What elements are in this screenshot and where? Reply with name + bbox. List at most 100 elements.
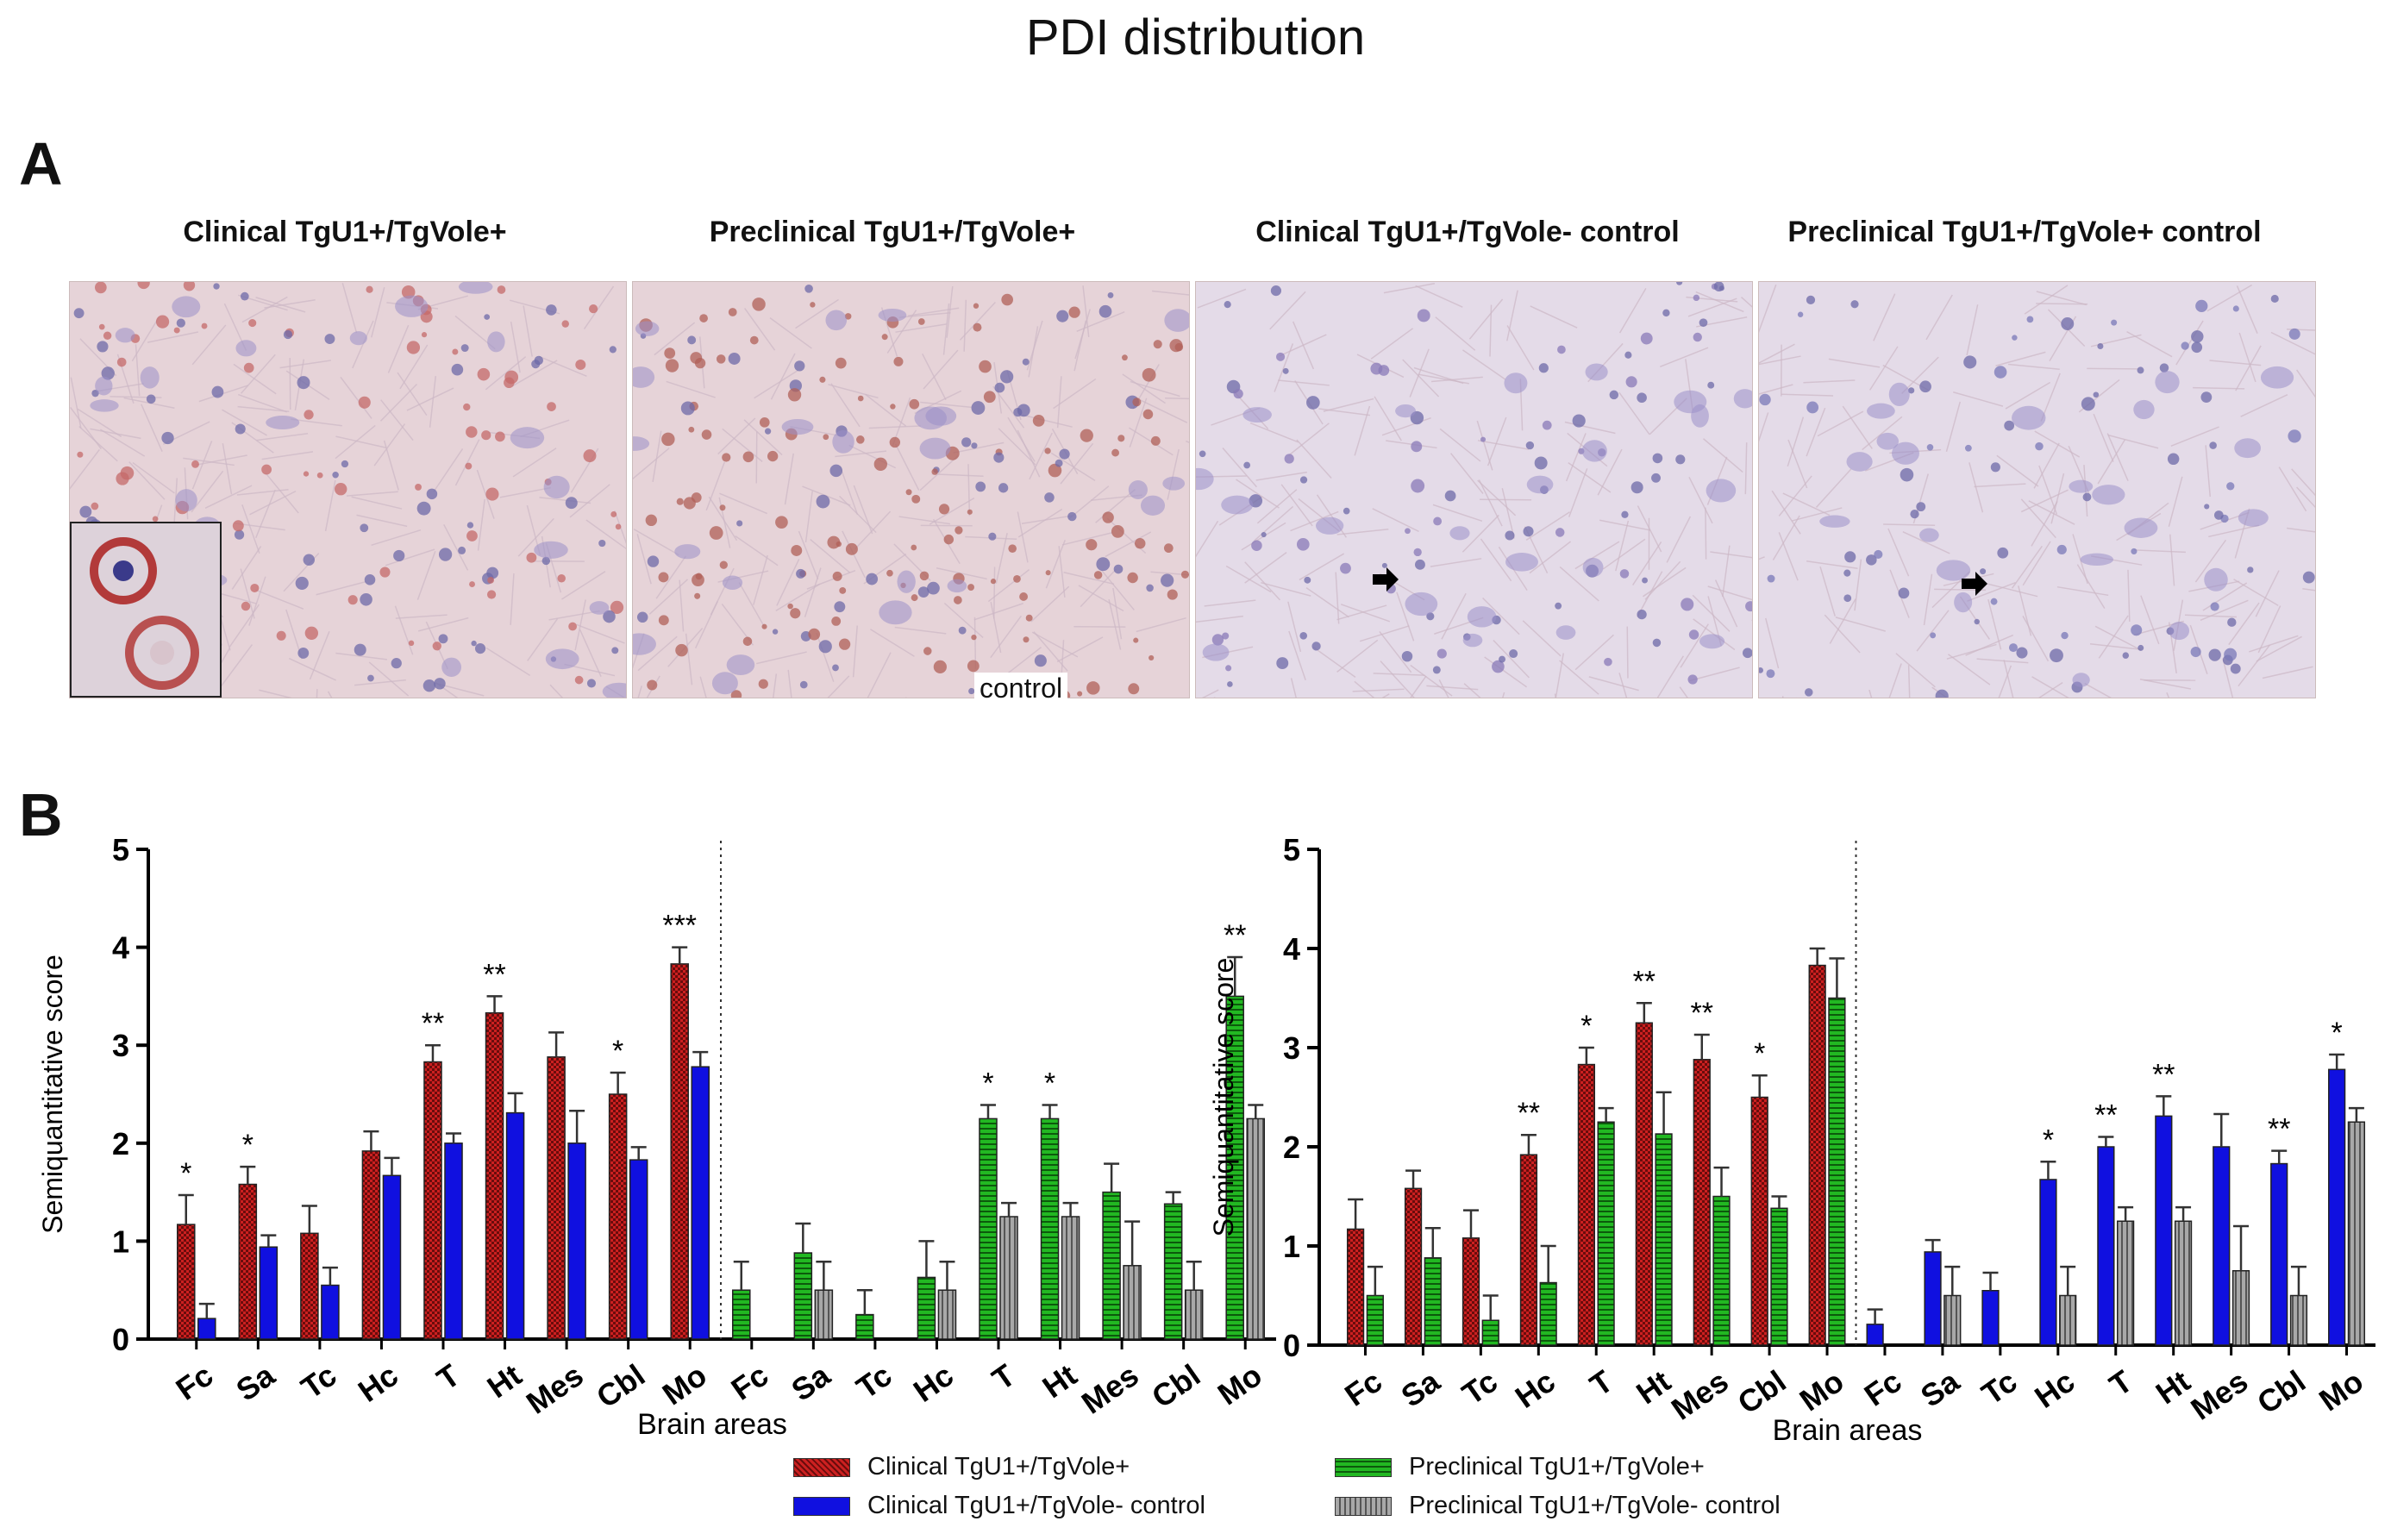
- x-tick-label: Tc: [1975, 1363, 2024, 1412]
- significance-label: *: [612, 1035, 623, 1067]
- bar: [1061, 1216, 1080, 1340]
- x-tick-label: Mo: [1793, 1363, 1850, 1418]
- bar: [1943, 1294, 1962, 1346]
- legend-label: Clinical TgU1+/TgVole+: [867, 1453, 1130, 1481]
- x-tick-label: T: [2103, 1363, 2139, 1403]
- bar: [691, 1066, 710, 1340]
- x-tick-label: Fc: [1858, 1363, 1908, 1413]
- bar: [1808, 964, 1826, 1346]
- micrograph-3: [1195, 281, 1753, 698]
- x-tick-label: Mes: [1665, 1363, 1735, 1427]
- x-tick-label: Cbl: [590, 1357, 651, 1415]
- bar: [937, 1289, 957, 1340]
- bar: [321, 1284, 340, 1340]
- bar: [1184, 1289, 1204, 1340]
- x-tick-label: Fc: [169, 1357, 219, 1407]
- bar: [197, 1318, 216, 1340]
- bar: [1519, 1154, 1538, 1346]
- bar: [2270, 1162, 2288, 1346]
- bar: [1346, 1228, 1365, 1346]
- y-tick-label: 3: [1283, 1030, 1300, 1066]
- x-tick-label: Cbl: [1145, 1357, 1206, 1415]
- y-tick-label: 5: [1283, 832, 1300, 867]
- y-tick-label: 2: [1283, 1130, 1300, 1165]
- bar: [2231, 1270, 2250, 1346]
- image-overlay-label: control: [974, 673, 1068, 704]
- bar: [1102, 1191, 1121, 1340]
- bar: [731, 1289, 751, 1340]
- bar: [1404, 1187, 1423, 1346]
- bar: [423, 1061, 442, 1340]
- bar: [2117, 1220, 2135, 1346]
- image-title-1: Clinical TgU1+/TgVole+: [183, 216, 507, 248]
- y-axis-label: Semiquantitative score: [37, 955, 68, 1234]
- y-axis-label: Semiquantitative score: [1208, 958, 1239, 1237]
- figure-title: PDI distribution: [1025, 9, 1366, 66]
- bar: [444, 1142, 463, 1340]
- bar: [1866, 1324, 1884, 1346]
- x-tick-label: Sa: [1394, 1362, 1446, 1413]
- bar: [1597, 1121, 1615, 1346]
- bar: [1123, 1265, 1142, 1340]
- arrow-icon: [1373, 567, 1399, 592]
- bar: [361, 1150, 381, 1340]
- x-tick-label: Mes: [1075, 1357, 1145, 1421]
- bar: [1655, 1133, 1673, 1346]
- bar: [1424, 1257, 1442, 1346]
- bar: [2059, 1294, 2077, 1346]
- x-tick-label: Tc: [1455, 1363, 1504, 1412]
- y-tick-label: 0: [1283, 1328, 1300, 1363]
- x-tick-label: Ht: [1036, 1357, 1083, 1405]
- bar: [670, 963, 689, 1340]
- bar: [2097, 1146, 2115, 1346]
- bar: [1712, 1195, 1731, 1346]
- panel-a-letter: A: [19, 130, 63, 197]
- bar: [259, 1246, 279, 1340]
- x-tick-label: Sa: [785, 1356, 836, 1407]
- bar: [300, 1232, 319, 1340]
- bar: [567, 1142, 586, 1340]
- y-tick-label: 0: [112, 1322, 129, 1357]
- bar: [979, 1117, 998, 1340]
- x-tick-label: Mo: [1211, 1357, 1268, 1412]
- x-tick-label: Mo: [2313, 1363, 2369, 1418]
- bar: [1693, 1059, 1711, 1346]
- bar: [1366, 1294, 1384, 1346]
- micrograph-inset: [70, 522, 222, 698]
- bar: [629, 1159, 648, 1340]
- bar: [2174, 1220, 2193, 1346]
- bar: [1539, 1281, 1557, 1346]
- significance-label: **: [2094, 1099, 2117, 1132]
- significance-label: *: [242, 1129, 253, 1161]
- x-tick-label: T: [430, 1357, 466, 1397]
- x-tick-label: Mes: [2184, 1363, 2254, 1427]
- bar: [2328, 1068, 2346, 1346]
- legend-swatch: [1335, 1457, 1392, 1477]
- x-tick-label: Cbl: [1731, 1363, 1793, 1421]
- bar: [1246, 1117, 1266, 1340]
- y-tick-label: 1: [112, 1224, 129, 1259]
- significance-label: **: [2268, 1113, 2290, 1146]
- bar: [1828, 997, 1846, 1346]
- micrograph-4: [1758, 281, 2316, 698]
- x-tick-label: Tc: [295, 1357, 343, 1405]
- bar: [999, 1216, 1018, 1340]
- y-tick-label: 1: [1283, 1229, 1300, 1264]
- legend-label: Clinical TgU1+/TgVole- control: [867, 1492, 1205, 1519]
- significance-label: *: [2332, 1017, 2343, 1049]
- x-tick-label: Ht: [480, 1357, 528, 1405]
- bar: [1577, 1063, 1596, 1346]
- significance-label: *: [1580, 1010, 1592, 1042]
- x-axis-label: Brain areas: [637, 1408, 787, 1441]
- bar: [505, 1111, 525, 1340]
- bar: [1750, 1096, 1768, 1346]
- micrograph-2: [632, 281, 1190, 698]
- x-tick-label: Fc: [724, 1357, 774, 1407]
- y-tick-label: 4: [112, 930, 129, 966]
- bar: [2289, 1294, 2308, 1346]
- x-tick-label: Sa: [1914, 1362, 1966, 1413]
- y-tick-label: 5: [112, 832, 129, 867]
- image-title-4: Preclinical TgU1+/TgVole+ control: [1787, 216, 2262, 248]
- legend-label: Preclinical TgU1+/TgVole+: [1409, 1453, 1705, 1481]
